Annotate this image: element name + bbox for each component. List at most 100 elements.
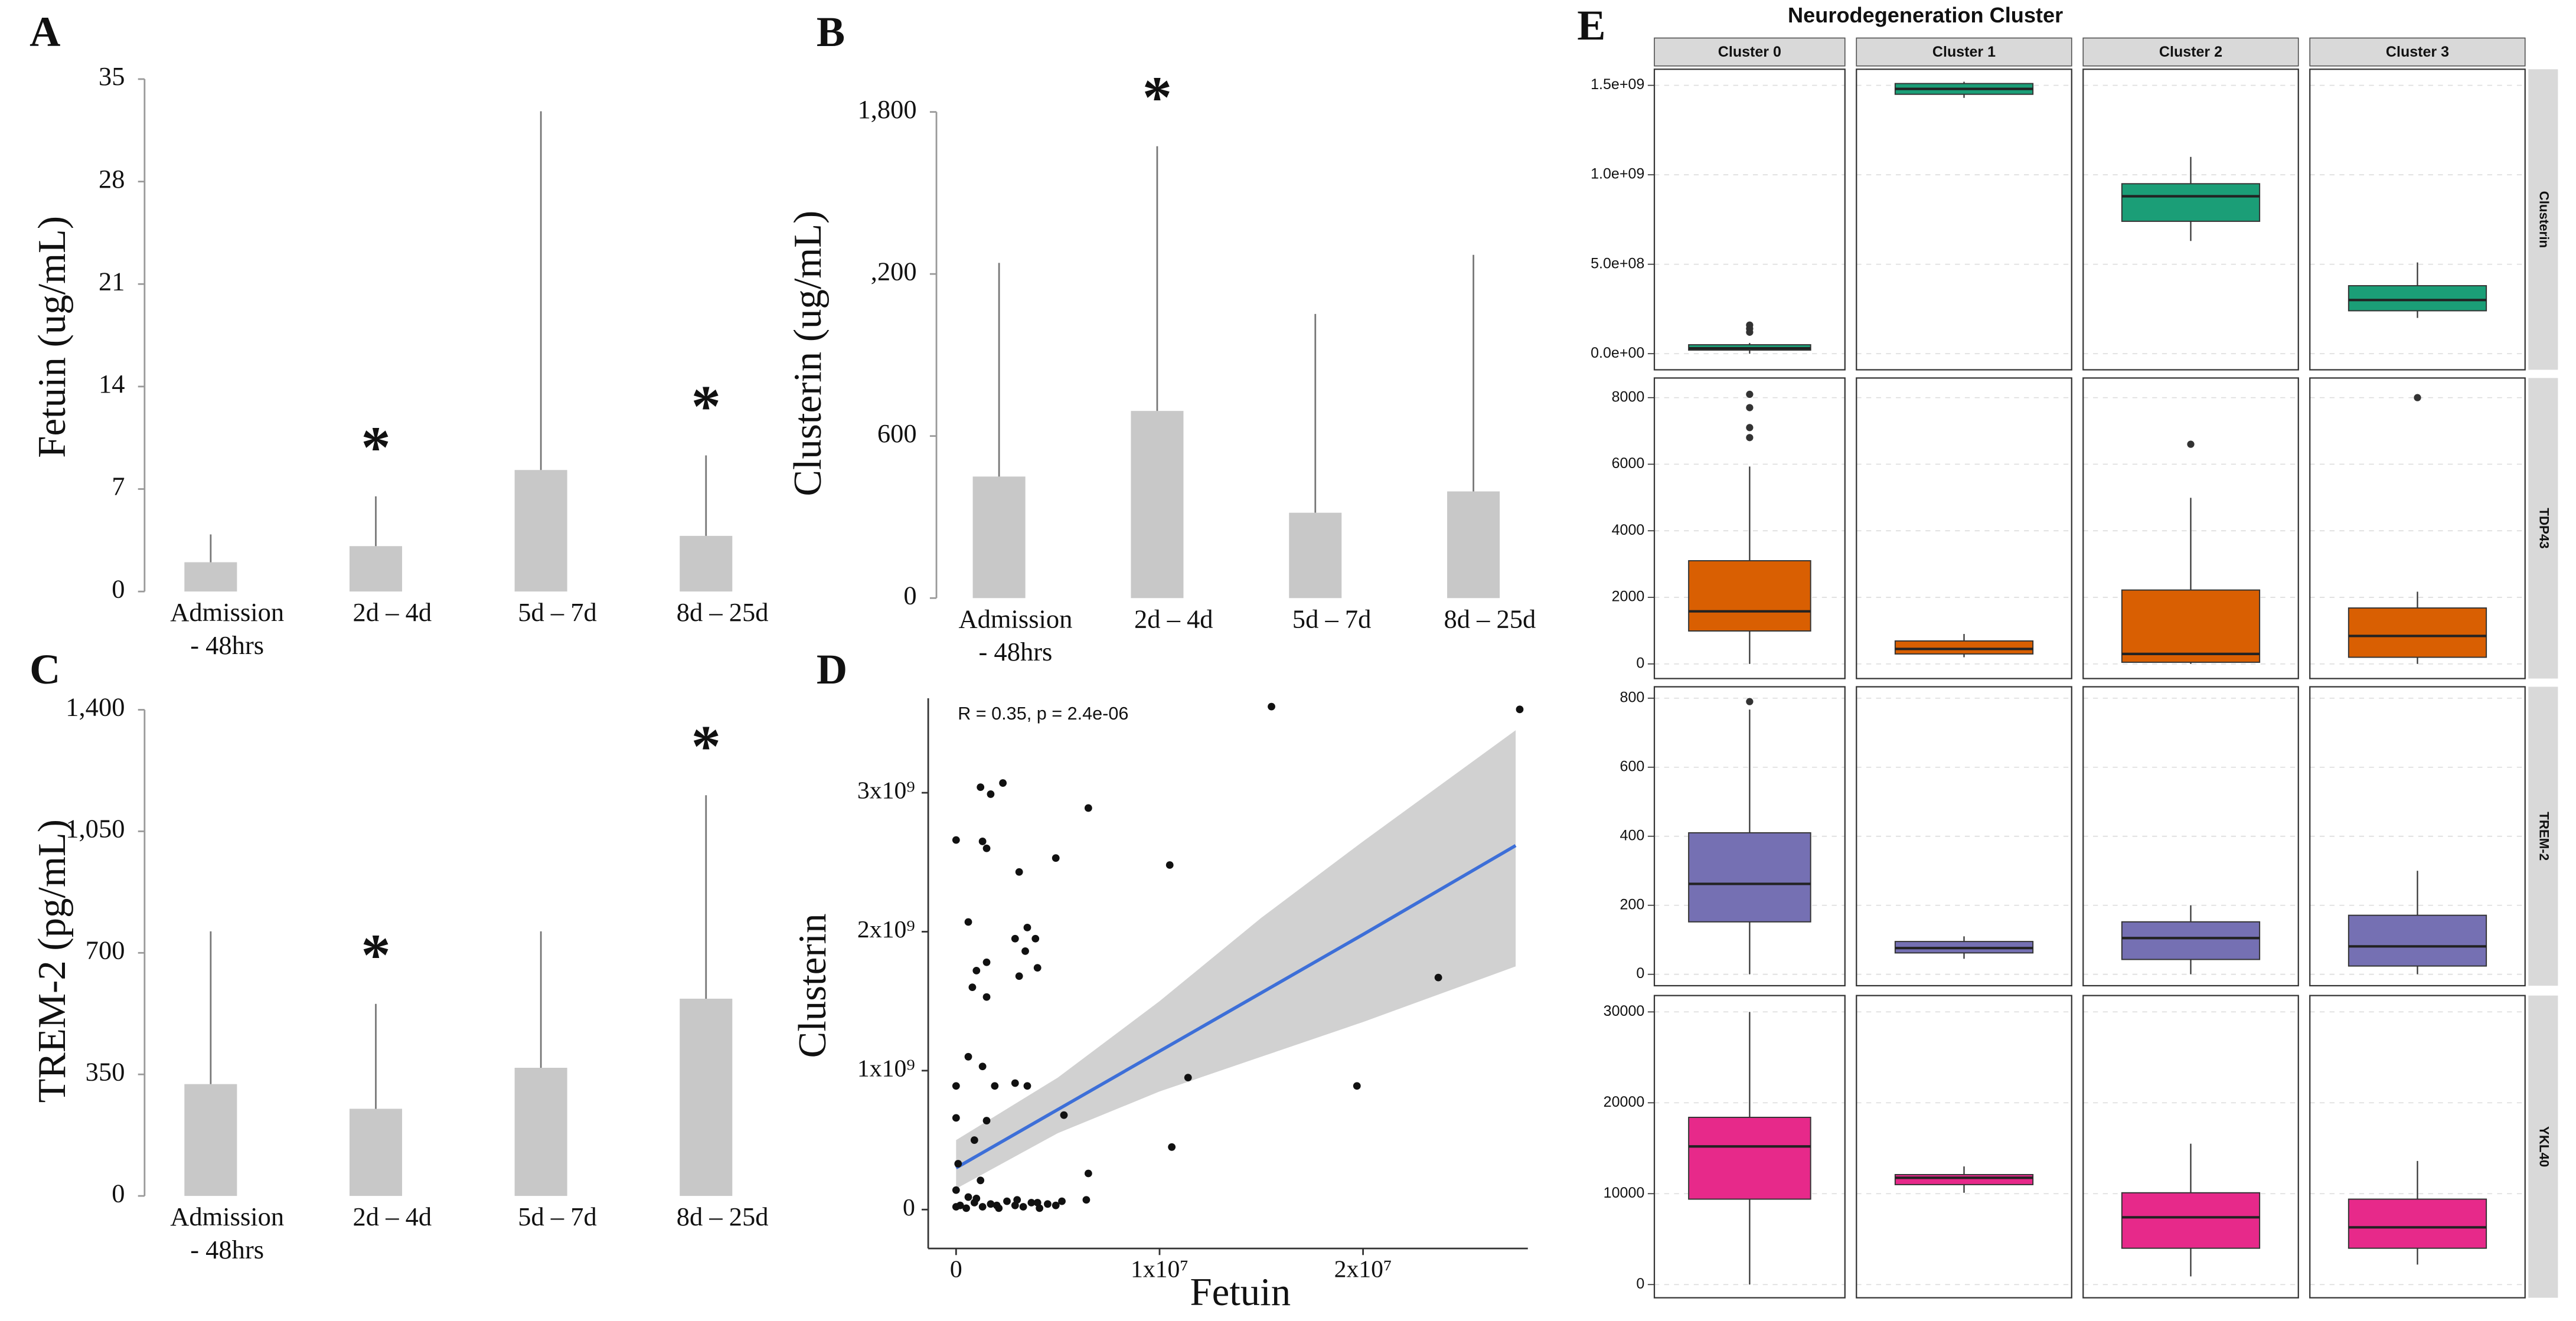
outlier [2414, 394, 2421, 401]
confidence-band [956, 730, 1516, 1189]
point [987, 1200, 995, 1208]
facet-row-label: TDP43 [2536, 508, 2551, 548]
x-tick-label-box: 8d – 25d [676, 1204, 769, 1232]
point [982, 993, 991, 1001]
bar [349, 1109, 403, 1196]
y-tick-label: 21 [99, 266, 125, 296]
box [2121, 921, 2261, 960]
x-tick-label: 2d – 4d [352, 1204, 432, 1232]
facet-strip [2528, 69, 2558, 370]
bar [1447, 491, 1500, 599]
point [1184, 1074, 1192, 1082]
facet-column-label: Cluster 2 [2159, 44, 2222, 60]
facet-panel [2082, 68, 2299, 371]
facet-strip [2528, 686, 2558, 986]
point [1082, 1196, 1091, 1204]
box [2348, 1198, 2487, 1249]
point [1168, 1143, 1176, 1151]
box [2121, 589, 2261, 663]
point [1033, 964, 1041, 972]
point [954, 1160, 962, 1168]
stat-annotation: R = 0.35, p = 2.4e-06 [958, 704, 1128, 724]
facet-strip [2528, 995, 2558, 1298]
y-tick-label: 400 [1620, 827, 1645, 843]
y-tick-label: 10000 [1604, 1185, 1645, 1201]
point [1353, 1082, 1361, 1090]
y-tick-label: 0 [112, 574, 125, 603]
x-tick-label-box: 2d – 4d [352, 1204, 432, 1232]
point [1019, 1203, 1027, 1211]
facet-panel [2082, 686, 2299, 987]
point [1084, 804, 1092, 812]
bar [349, 546, 403, 592]
y-tick-label: 0 [112, 1178, 125, 1208]
point [1021, 947, 1029, 955]
box [2348, 285, 2487, 312]
fit-line [955, 844, 1517, 1170]
y-tick-label: 2000 [1612, 588, 1645, 605]
facet-column-label: Cluster 0 [1718, 44, 1781, 60]
x-tick-label-box: 8d – 25d [1444, 606, 1536, 634]
bar [680, 998, 733, 1196]
point [1015, 868, 1023, 876]
bar [680, 535, 733, 592]
panel-letter: B [817, 8, 845, 55]
y-tick-label: 1,800 [857, 94, 916, 124]
facet-panel [1856, 377, 2072, 679]
facet-strip [1856, 37, 2072, 67]
point [1031, 934, 1040, 943]
point [1058, 1197, 1066, 1205]
point [1015, 972, 1023, 980]
y-tick-label: 2x10⁹ [857, 916, 915, 943]
panel-letter: E [1577, 2, 1605, 49]
bar [514, 1068, 567, 1196]
point [972, 1195, 981, 1202]
y-axis-label: TREM-2 (pg/mL) [30, 819, 74, 1103]
facet-panel [1856, 68, 2072, 371]
bar [514, 470, 567, 592]
point [982, 1117, 991, 1124]
y-tick-label: 1x10⁹ [857, 1055, 915, 1082]
point [978, 1203, 987, 1211]
x-tick-label-box: 5d – 7d [1292, 606, 1372, 634]
facet-panel [1856, 686, 2072, 987]
x-tick-label-box: 2d – 4d [353, 600, 432, 627]
facet-row-label: YKL40 [2536, 1126, 2551, 1167]
point [1023, 923, 1031, 931]
point [1084, 1169, 1092, 1178]
y-tick-label: 6000 [1612, 455, 1645, 472]
x-tick-label: Admission - 48hrs [958, 606, 1073, 668]
facet-panel [2082, 995, 2299, 1299]
x-tick-label: Admission - 48hrs [170, 600, 285, 660]
y-tick-label: 5.0e+08 [1591, 255, 1644, 272]
facet-column-label: Cluster 3 [2386, 44, 2449, 60]
facet-panel [1653, 995, 1846, 1299]
point [1013, 1196, 1021, 1204]
facet-strip [2082, 37, 2299, 67]
point [977, 783, 985, 792]
point [1268, 702, 1275, 711]
point [1044, 1200, 1052, 1208]
box [1894, 1174, 2034, 1185]
point [982, 844, 991, 852]
y-tick-label: 0 [903, 580, 916, 610]
significance-star: * [361, 415, 390, 480]
y-tick-label: 1.0e+09 [1591, 166, 1644, 182]
y-axis-label: Fetuin (ug/mL) [30, 216, 74, 458]
y-tick-label: 0 [903, 1194, 915, 1221]
x-tick-label: 8d – 25d [676, 1204, 769, 1232]
outlier [1746, 424, 1754, 431]
bar [1289, 512, 1342, 599]
y-tick-label: 30000 [1604, 1003, 1645, 1019]
box [1688, 560, 1811, 632]
point [1052, 1201, 1060, 1209]
point [1011, 934, 1019, 943]
facet-panel [2309, 995, 2526, 1299]
point [978, 1062, 987, 1071]
x-tick-label-box: 5d – 7d [518, 600, 597, 627]
x-tick-label: 2d – 4d [1134, 606, 1213, 635]
x-tick-label-box: Admission - 48hrs [170, 600, 285, 660]
y-tick-label: 700 [86, 936, 125, 965]
bar [972, 476, 1026, 599]
